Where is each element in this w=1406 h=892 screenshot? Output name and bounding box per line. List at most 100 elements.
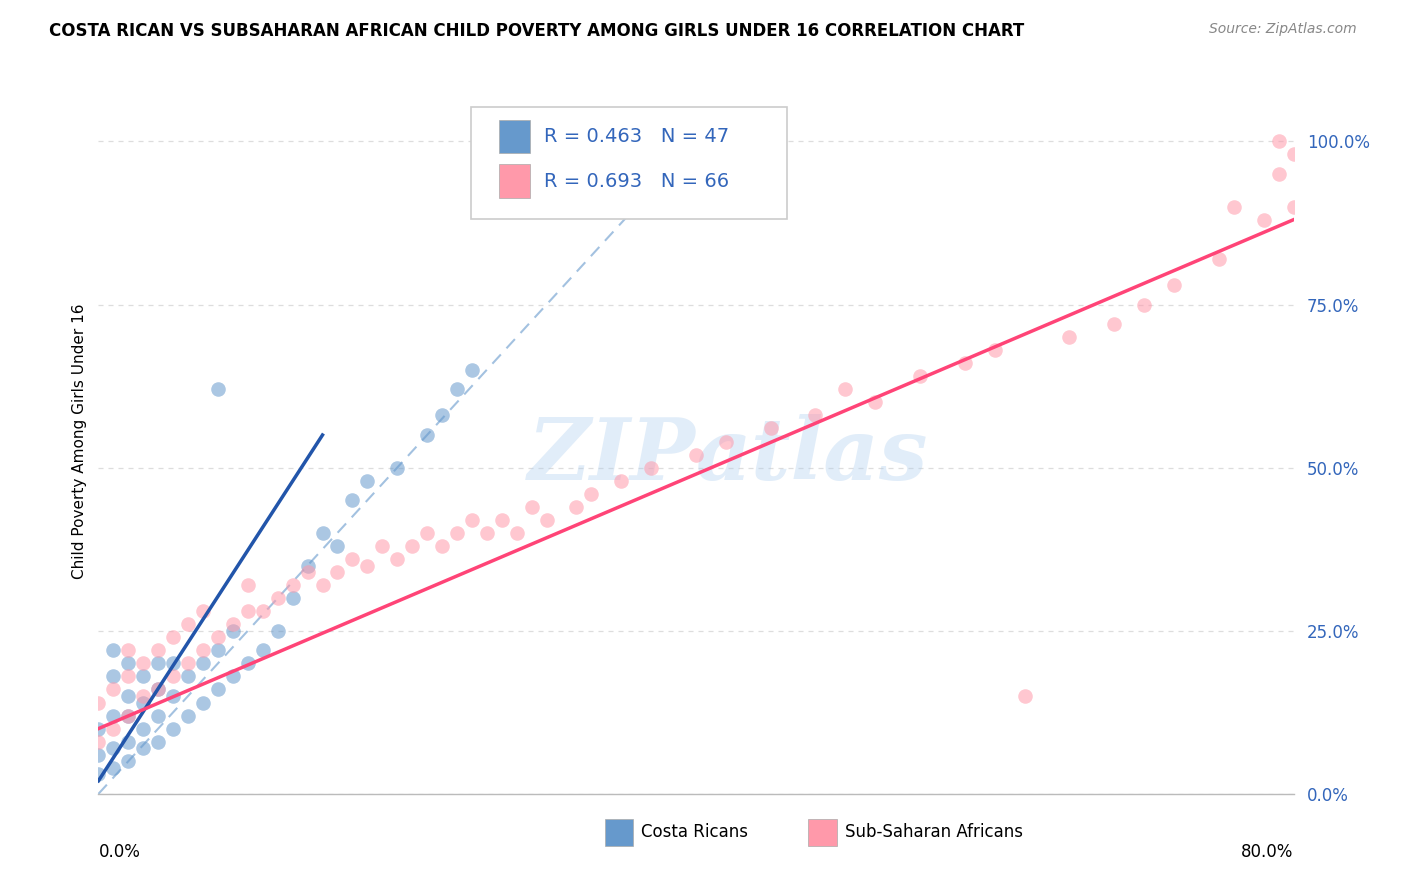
Point xyxy=(581,487,603,501)
Point xyxy=(1267,167,1289,181)
Point xyxy=(252,604,274,618)
Point xyxy=(984,343,1007,358)
Point xyxy=(87,767,110,781)
Point xyxy=(430,539,453,553)
Point xyxy=(103,643,125,657)
Point xyxy=(1253,212,1275,227)
Point xyxy=(1282,200,1305,214)
Point xyxy=(177,617,200,632)
Text: R = 0.463   N = 47: R = 0.463 N = 47 xyxy=(544,127,730,146)
Text: R = 0.693   N = 66: R = 0.693 N = 66 xyxy=(544,171,730,191)
Point xyxy=(326,565,349,579)
Point xyxy=(385,552,409,566)
Point xyxy=(297,558,319,573)
Point xyxy=(326,539,349,553)
Point xyxy=(1282,147,1305,161)
Point xyxy=(1014,689,1036,703)
Point xyxy=(87,734,110,748)
Point xyxy=(132,689,155,703)
Point xyxy=(461,363,484,377)
Point xyxy=(804,409,827,423)
Point xyxy=(1163,277,1185,292)
Point xyxy=(148,682,170,697)
Text: Costa Ricans: Costa Ricans xyxy=(641,823,748,841)
Point xyxy=(236,657,259,671)
Point xyxy=(148,708,170,723)
Point xyxy=(148,657,170,671)
Point xyxy=(416,428,439,442)
Point xyxy=(103,741,125,756)
Point xyxy=(475,525,498,540)
Point xyxy=(132,657,155,671)
Point xyxy=(162,722,184,736)
Point xyxy=(685,448,707,462)
Point xyxy=(191,657,214,671)
Point xyxy=(132,722,155,736)
Text: 0.0%: 0.0% xyxy=(98,843,141,861)
Point xyxy=(117,734,139,748)
Point xyxy=(953,356,976,370)
Point xyxy=(222,624,245,638)
Point xyxy=(103,722,125,736)
Point xyxy=(103,682,125,697)
Point xyxy=(103,669,125,683)
Point xyxy=(162,689,184,703)
Point xyxy=(536,513,558,527)
Point xyxy=(162,669,184,683)
Y-axis label: Child Poverty Among Girls Under 16: Child Poverty Among Girls Under 16 xyxy=(72,304,87,579)
Point xyxy=(430,409,453,423)
Point xyxy=(640,460,662,475)
Point xyxy=(1267,135,1289,149)
Point xyxy=(834,382,856,396)
Point xyxy=(446,382,468,396)
Text: atlas: atlas xyxy=(696,414,928,498)
Point xyxy=(1104,317,1126,331)
Point xyxy=(87,722,110,736)
Point xyxy=(148,682,170,697)
Point xyxy=(132,669,155,683)
Point xyxy=(117,669,139,683)
Point xyxy=(207,643,229,657)
Point xyxy=(103,708,125,723)
Point xyxy=(177,669,200,683)
Point xyxy=(416,525,439,540)
Point xyxy=(191,643,214,657)
Point xyxy=(1208,252,1230,266)
Point xyxy=(222,669,245,683)
Point xyxy=(87,747,110,762)
Text: Sub-Saharan Africans: Sub-Saharan Africans xyxy=(845,823,1024,841)
Point xyxy=(117,708,139,723)
Point xyxy=(87,696,110,710)
Point xyxy=(267,591,290,606)
Point xyxy=(117,708,139,723)
Point xyxy=(714,434,737,449)
Point xyxy=(236,604,259,618)
Point xyxy=(222,617,245,632)
Point xyxy=(565,500,588,514)
Text: ZIP: ZIP xyxy=(529,414,696,498)
Point xyxy=(520,500,543,514)
Point xyxy=(342,493,364,508)
Point xyxy=(297,565,319,579)
Point xyxy=(132,696,155,710)
Point xyxy=(207,382,229,396)
Point xyxy=(103,761,125,775)
Point xyxy=(148,643,170,657)
Point xyxy=(491,513,513,527)
Text: 80.0%: 80.0% xyxy=(1241,843,1294,861)
Point xyxy=(207,630,229,644)
Point xyxy=(117,689,139,703)
Point xyxy=(177,708,200,723)
Point xyxy=(252,643,274,657)
Point xyxy=(506,525,529,540)
Text: Source: ZipAtlas.com: Source: ZipAtlas.com xyxy=(1209,22,1357,37)
Point xyxy=(1059,330,1081,344)
Point xyxy=(1133,297,1156,311)
Point xyxy=(356,474,378,488)
Point xyxy=(162,657,184,671)
Point xyxy=(342,552,364,566)
Point xyxy=(281,578,304,592)
Point xyxy=(401,539,423,553)
Point xyxy=(162,630,184,644)
Point xyxy=(132,741,155,756)
